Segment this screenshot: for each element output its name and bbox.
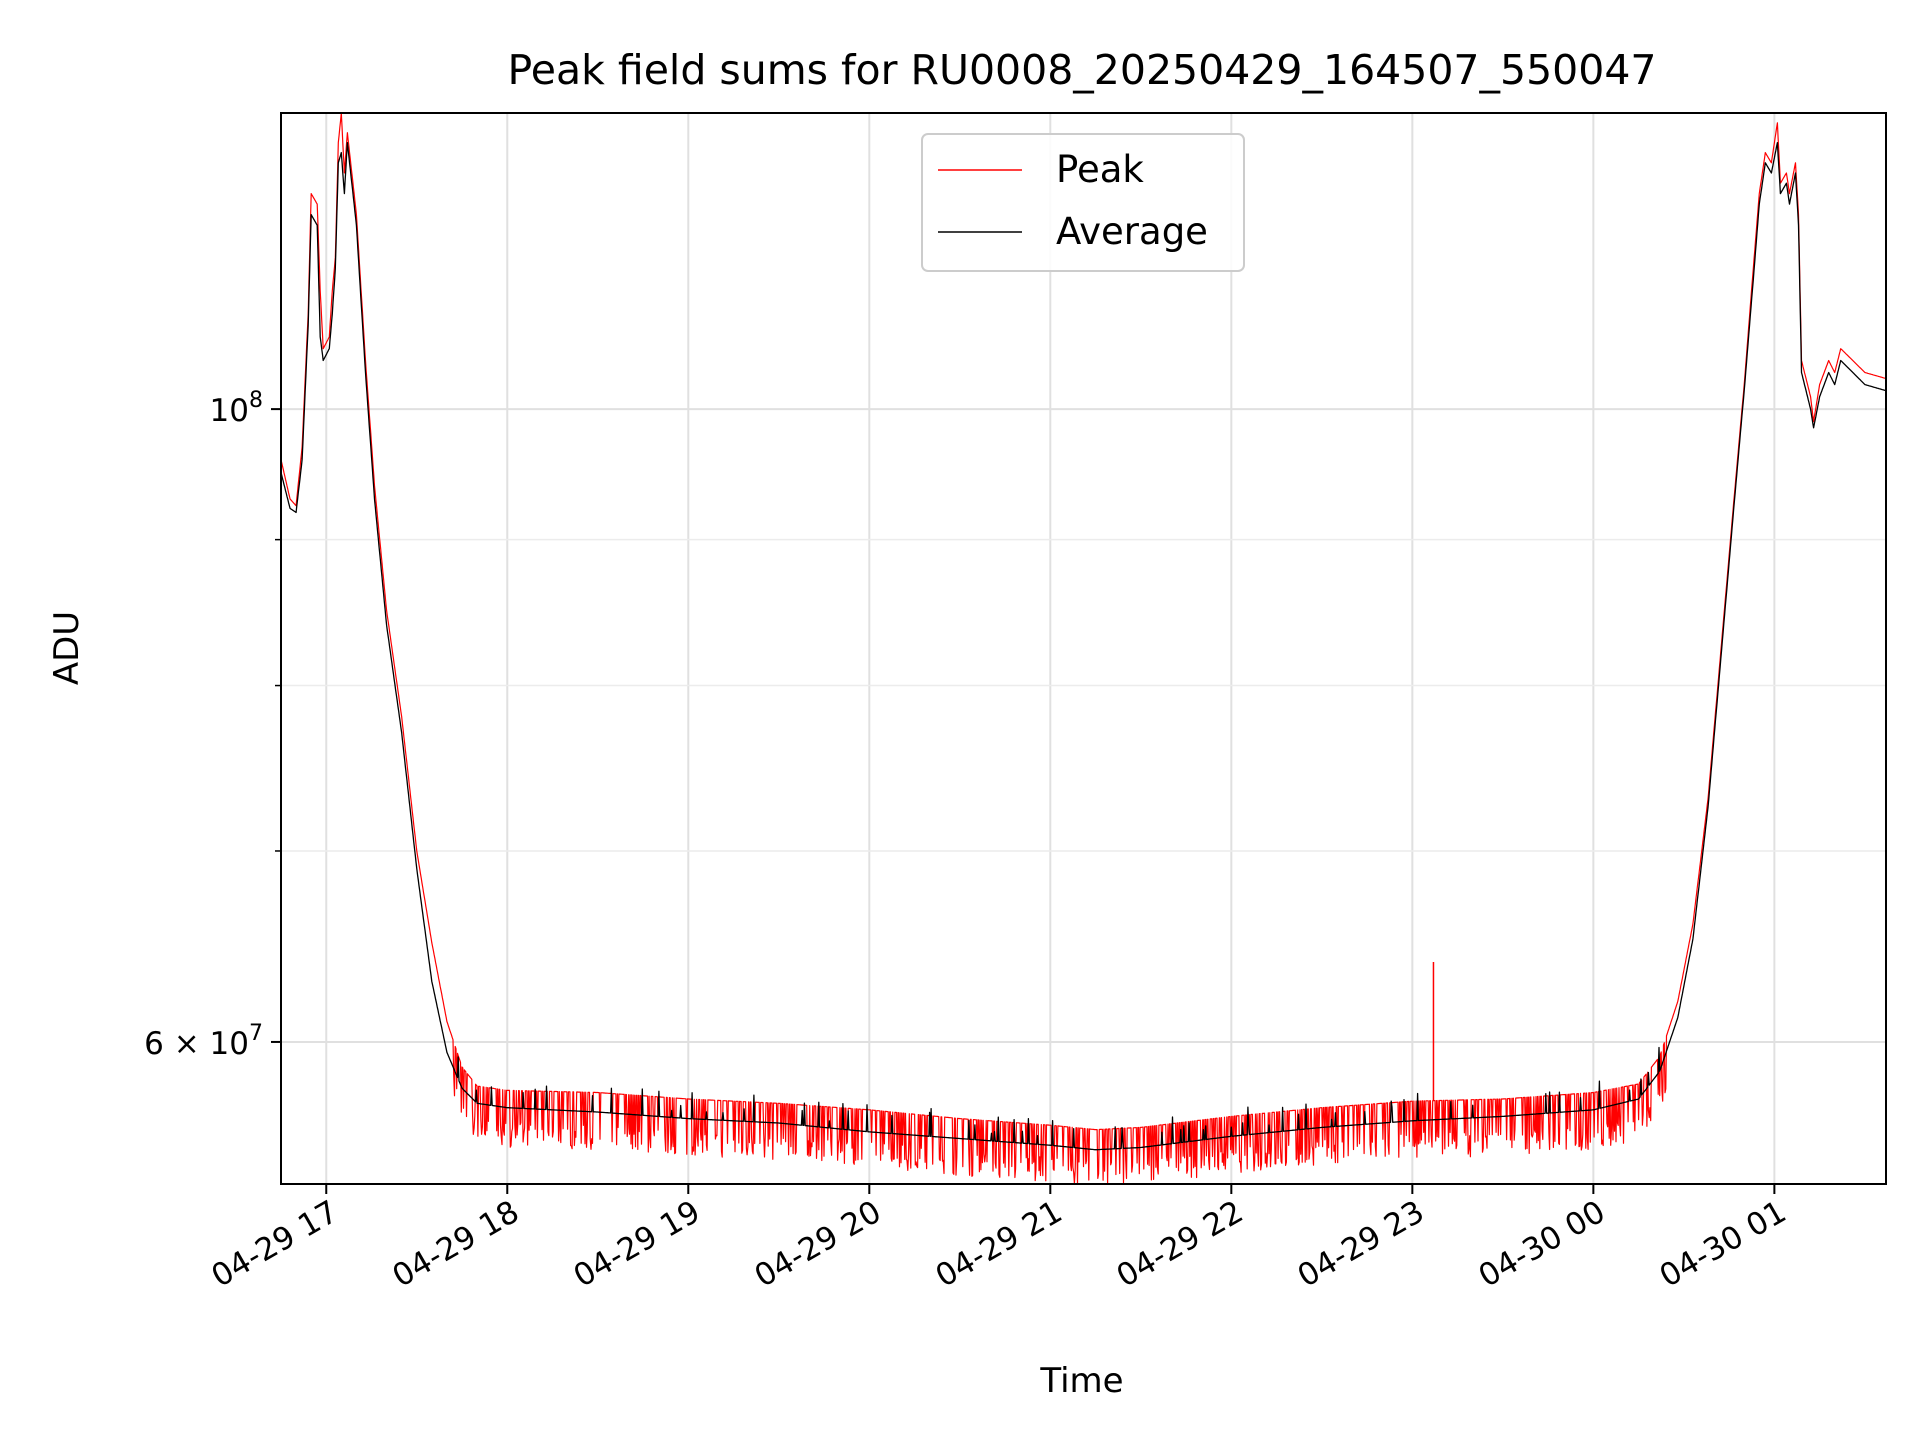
x-axis-title: Time xyxy=(1039,1361,1123,1401)
legend-label-peak: Peak xyxy=(1056,148,1144,191)
grid xyxy=(281,113,1886,1184)
series-line-peak xyxy=(280,112,1887,1185)
x-tick-label: 04-29 21 xyxy=(930,1194,1069,1295)
y-axis: 6 × 107 108 xyxy=(144,388,281,1062)
series-line-average xyxy=(280,141,1887,1151)
chart-title: Peak field sums for RU0008_20250429_1645… xyxy=(507,46,1656,94)
x-axis: 04-29 17 04-29 18 04-29 19 04-29 20 04-29 21… xyxy=(206,1184,1793,1295)
legend: Peak Average xyxy=(921,133,1245,272)
x-tick-label: 04-29 19 xyxy=(568,1194,707,1295)
legend-label-average: Average xyxy=(1056,210,1208,253)
x-tick-label: 04-30 01 xyxy=(1654,1194,1793,1295)
x-tick-label: 04-29 23 xyxy=(1292,1194,1431,1295)
y-tick-label: 6 × 107 xyxy=(144,1021,263,1062)
y-axis-title: ADU xyxy=(47,611,87,685)
x-tick-label: 04-29 18 xyxy=(387,1194,526,1295)
legend-box xyxy=(921,133,1245,272)
x-tick-label: 04-30 00 xyxy=(1473,1194,1612,1295)
plot-frame xyxy=(280,112,1887,1185)
x-tick-label: 04-29 20 xyxy=(749,1194,888,1295)
y-tick-label: 108 xyxy=(210,388,263,429)
series-lines xyxy=(280,112,1887,1185)
x-tick-label: 04-29 17 xyxy=(206,1194,345,1295)
x-tick-label: 04-29 22 xyxy=(1111,1194,1250,1295)
